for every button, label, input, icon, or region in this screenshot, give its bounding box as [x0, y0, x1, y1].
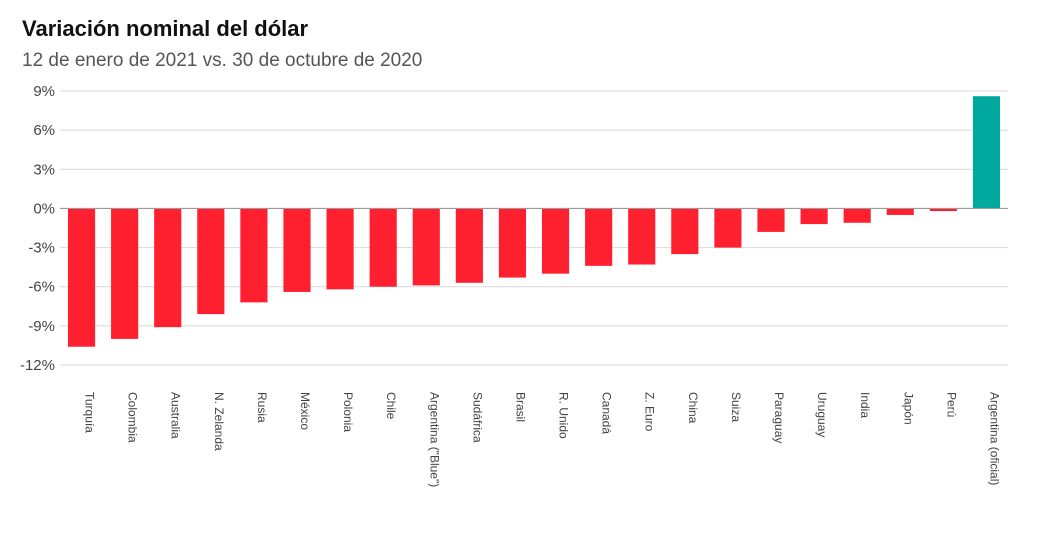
x-category-label: Rusia [255, 392, 269, 423]
bar [585, 208, 613, 266]
x-category-label: Argentina ("Blue") [427, 392, 441, 487]
bar [412, 208, 440, 286]
x-category-label: Chile [384, 392, 398, 420]
x-category-label: Z. Euro [643, 392, 657, 432]
x-category-label: Colombia [126, 392, 140, 443]
y-axis-ticks: 9% 6% 3% 0% -3% -6% -9% -12% [20, 83, 55, 374]
x-category-label: N. Zelanda [212, 392, 226, 451]
x-category-label: Argentina (oficial) [987, 392, 1001, 485]
x-category-label: Sudáfrica [470, 392, 484, 443]
bar [800, 208, 828, 225]
bar [972, 96, 1001, 209]
x-category-label: China [686, 392, 700, 424]
bar [929, 208, 957, 212]
bar [714, 208, 742, 248]
x-category-label: Suiza [729, 392, 743, 422]
x-category-label: México [298, 392, 312, 430]
chart-title: Variación nominal del dólar [22, 16, 309, 41]
y-tick-label: 0% [33, 200, 55, 217]
y-tick-label: -6% [28, 279, 55, 296]
x-category-label: R. Unido [557, 392, 571, 439]
bar [111, 208, 139, 339]
bar [369, 208, 397, 287]
chart-subtitle: 12 de enero de 2021 vs. 30 de octubre de… [22, 50, 423, 71]
x-category-label: Australia [169, 392, 183, 439]
bar [154, 208, 182, 328]
x-axis-labels: Turquía Colombia Australia N. Zelanda Rusia M… [83, 392, 1002, 487]
bar [240, 208, 268, 303]
x-category-label: Paraguay [772, 392, 786, 443]
y-tick-label: -3% [28, 240, 55, 257]
bar [757, 208, 785, 232]
y-tick-label: 9% [33, 83, 55, 100]
bar [628, 208, 656, 265]
y-tick-label: 3% [33, 161, 55, 178]
y-tick-label: -12% [20, 357, 55, 374]
x-category-label: Japón [901, 392, 915, 425]
bar [67, 208, 96, 347]
bar [455, 208, 483, 283]
bar [541, 208, 570, 274]
x-category-label: Turquía [83, 392, 97, 433]
x-category-label: Canadá [600, 392, 614, 434]
x-category-label: Polonia [341, 392, 355, 432]
x-category-label: India [858, 392, 872, 418]
bar [843, 208, 871, 223]
bar [283, 208, 311, 292]
bar [326, 208, 354, 290]
y-tick-label: 6% [33, 122, 55, 139]
bar [671, 208, 699, 255]
x-category-label: Uruguay [815, 392, 829, 437]
x-category-label: Perú [944, 392, 958, 417]
bar [197, 208, 225, 315]
bars [67, 96, 1001, 347]
bar [498, 208, 527, 278]
bar [886, 208, 914, 215]
x-category-label: Brasil [513, 392, 527, 422]
y-tick-label: -9% [28, 318, 55, 335]
